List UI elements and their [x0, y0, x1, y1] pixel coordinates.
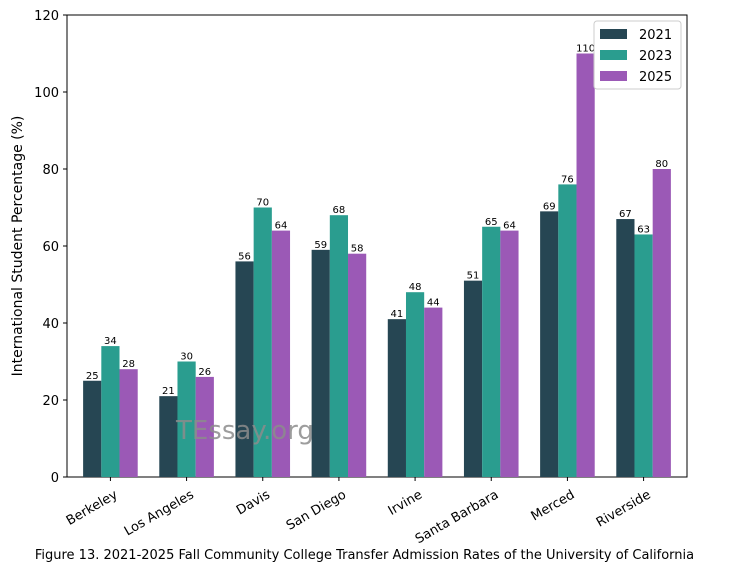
bar-2025-0	[119, 369, 138, 477]
data-label-2023-6: 76	[561, 174, 574, 185]
bar-2021-0	[83, 380, 102, 477]
legend: 2021 2023 2025	[593, 20, 682, 90]
bar-2021-7	[616, 219, 635, 478]
data-label-2023-1: 30	[180, 352, 193, 363]
data-label-2023-7: 63	[637, 224, 650, 235]
chart: 25 21 56 59 41 51 69 67 34 30 70 68 48 65 76 63 28 26 64 58…	[10, 9, 688, 545]
legend-swatch-2025	[600, 71, 627, 81]
x-tick-label: Berkeley	[64, 487, 121, 528]
bar-2025-5	[500, 230, 519, 477]
y-axis-label: International Student Percentage (%)	[10, 116, 26, 377]
x-tick-label: San Diego	[284, 487, 349, 533]
data-label-2025-0: 28	[122, 359, 135, 370]
bar-2023-3	[329, 215, 349, 477]
data-label-2023-2: 70	[256, 198, 269, 209]
x-tick-label: Merced	[529, 487, 578, 524]
data-labels: 25 21 56 59 41 51 69 67 34 30 70 68 48 65 76 63 28 26 64 58…	[86, 44, 668, 398]
x-tick-label: Davis	[234, 487, 273, 518]
bar-2025-6	[576, 53, 595, 477]
bar-2025-1	[195, 376, 214, 477]
x-tick-label: Los Angeles	[122, 487, 197, 539]
y-tick-label: 60	[42, 240, 59, 255]
bar-2023-4	[405, 292, 425, 477]
data-label-2025-5: 64	[503, 221, 516, 232]
data-label-2021-1: 21	[162, 386, 175, 397]
bar-2023-6	[558, 184, 577, 477]
data-label-2023-0: 34	[104, 336, 117, 347]
x-tick-label: Santa Barbara	[413, 487, 501, 545]
data-label-2025-1: 26	[198, 367, 211, 378]
bar-2023-2	[253, 207, 272, 477]
bar-2021-4	[387, 319, 406, 477]
bars	[83, 53, 671, 478]
y-tick-label: 80	[42, 163, 59, 178]
bar-2025-3	[348, 253, 367, 477]
y-tick-label: 120	[34, 9, 59, 24]
legend-label-2025: 2025	[639, 70, 672, 85]
legend-swatch-2021	[600, 29, 627, 39]
x-tick-label: Riverside	[594, 487, 654, 530]
bar-2021-5	[463, 280, 483, 477]
bar-2023-1	[177, 361, 196, 477]
bar-2023-5	[482, 226, 501, 477]
data-label-2021-3: 59	[314, 240, 327, 251]
data-label-2023-3: 68	[333, 205, 346, 216]
data-label-2021-2: 56	[238, 251, 251, 262]
y-tick-label: 20	[42, 394, 59, 409]
data-label-2021-0: 25	[86, 371, 99, 382]
x-axis: Berkeley Los Angeles Davis San Diego IrvineS…	[64, 477, 654, 545]
bar-2023-7	[634, 234, 653, 477]
y-axis: 0 20 40 60 80 100 120	[34, 9, 67, 486]
bar-2021-2	[235, 261, 254, 477]
bar-2023-0	[101, 346, 120, 477]
y-tick-label: 0	[51, 471, 59, 486]
data-label-2023-5: 65	[485, 217, 498, 228]
data-label-2025-7: 80	[655, 159, 668, 170]
bar-2025-4	[424, 307, 443, 477]
y-tick-label: 40	[42, 317, 59, 332]
data-label-2021-6: 69	[543, 201, 556, 212]
bar-2021-6	[540, 211, 559, 477]
data-label-2025-2: 64	[275, 221, 288, 232]
x-tick-label: Irvine	[386, 487, 425, 518]
legend-swatch-2023	[600, 50, 627, 60]
bar-2021-3	[311, 249, 330, 477]
data-label-2021-4: 41	[391, 309, 404, 320]
data-label-2025-6: 110	[576, 44, 595, 55]
data-label-2021-5: 51	[467, 271, 480, 282]
bar-2025-2	[271, 230, 291, 477]
data-label-2021-7: 67	[619, 209, 632, 220]
legend-label-2023: 2023	[639, 49, 672, 64]
data-label-2025-4: 44	[427, 298, 440, 309]
y-tick-label: 100	[34, 86, 59, 101]
legend-label-2021: 2021	[639, 28, 672, 43]
data-label-2025-3: 58	[351, 244, 364, 255]
bar-2021-1	[159, 396, 178, 477]
data-label-2023-4: 48	[409, 282, 422, 293]
watermark: TEssay.org	[175, 416, 314, 446]
bar-2025-7	[652, 169, 671, 477]
figure-caption: Figure 13. 2021-2025 Fall Community Coll…	[34, 548, 695, 563]
